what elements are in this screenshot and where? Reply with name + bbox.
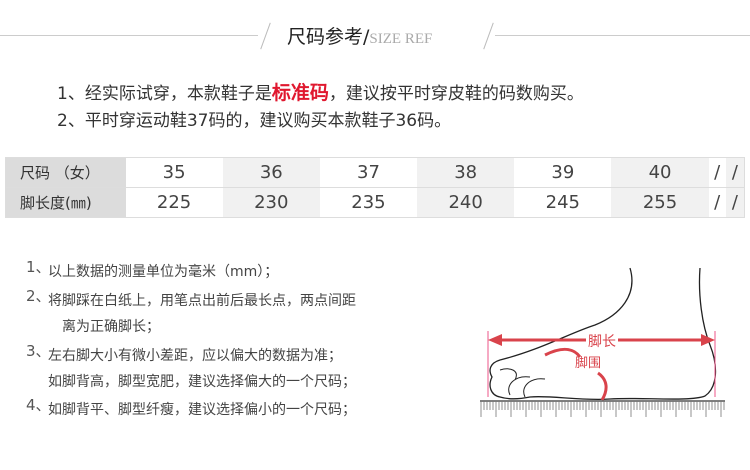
row-label: 脚长度(㎜) (5, 187, 126, 218)
note-number: 1、 (26, 258, 51, 276)
cell: / (725, 157, 745, 188)
foot-measurement-diagram: 脚长 脚围 (480, 267, 725, 417)
cell: 235 (319, 187, 418, 218)
length-label: 脚长 (588, 334, 616, 350)
note-4: 如脚背平、脚型纤瘦，建议选择偏小的一个尺码； (48, 402, 356, 418)
note-number: 3、 (26, 342, 51, 360)
title-cn: 尺码参考/ (287, 26, 370, 48)
cell: 225 (125, 187, 223, 218)
intro-line-1: 1、经实际试穿，本款鞋子是标准码，建议按平时穿皮鞋的码数购买。 (57, 78, 584, 105)
cell: 36 (222, 157, 320, 188)
cell: 230 (222, 187, 320, 218)
table-row-length: 脚长度(㎜) 225 230 235 240 245 255 / / (5, 187, 745, 218)
header-rule-right (495, 35, 750, 36)
note-1: 以上数据的测量单位为毫米（mm）； (48, 264, 279, 280)
standard-size-highlight: 标准码 (271, 82, 329, 104)
arrow-head-right (701, 334, 715, 346)
note-2: 将脚踩在白纸上，用笔点出前后最长点，两点间距 (48, 293, 356, 309)
girth-curve (544, 347, 608, 401)
cell: / (725, 187, 745, 218)
note-number: 2、 (26, 287, 51, 305)
cell: / (708, 157, 726, 188)
cell: 245 (514, 187, 612, 218)
note-3-cont: 如脚背高，脚型宽肥，建议选择偏大的一个尺码； (48, 374, 356, 390)
size-table: 尺码 （女） 35 36 37 38 39 40 / / 脚长度(㎜) 225 … (5, 157, 745, 218)
note-2-cont: 离为正确脚长； (62, 319, 160, 335)
toe-lines (499, 368, 546, 398)
girth-label: 脚围 (575, 355, 601, 371)
cell: 240 (417, 187, 515, 218)
header-slash-left (260, 22, 271, 50)
arrow-head-left (488, 334, 502, 346)
cell: 37 (319, 157, 418, 188)
title-en: SIZE REF (369, 31, 433, 47)
cell: 255 (611, 187, 709, 218)
cell: 40 (611, 157, 709, 188)
cell: 35 (125, 157, 223, 188)
cell: / (708, 187, 726, 218)
page-title: 尺码参考/SIZE REF (287, 22, 432, 49)
table-row-size: 尺码 （女） 35 36 37 38 39 40 / / (5, 157, 745, 188)
header-rule-left (0, 35, 258, 36)
header-slash-right (483, 22, 494, 50)
note-3: 左右脚大小有微小差距，应以偏大的数据为准； (48, 348, 342, 364)
intro-line-2: 2、平时穿运动鞋37码的，建议购买本款鞋子36码。 (57, 111, 452, 131)
intro-text: ，建议按平时穿皮鞋的码数购买。 (328, 84, 584, 104)
ruler-ticks (480, 401, 725, 417)
intro-text: 1、经实际试穿，本款鞋子是 (57, 84, 272, 104)
row-label: 尺码 （女） (5, 157, 126, 188)
note-number: 4、 (26, 396, 51, 414)
cell: 39 (514, 157, 612, 188)
cell: 38 (417, 157, 515, 188)
